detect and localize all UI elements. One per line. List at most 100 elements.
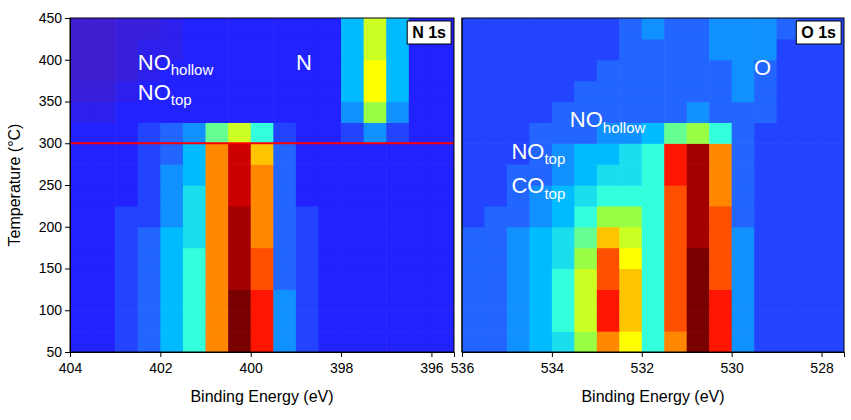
heat-cell: [206, 185, 229, 206]
heat-cell: [574, 331, 597, 352]
heat-cell: [341, 269, 364, 290]
heat-cell: [318, 60, 341, 81]
heat-cell: [732, 269, 755, 290]
heat-cell: [115, 248, 138, 269]
heat-cell: [160, 143, 183, 164]
heat-cell: [754, 143, 777, 164]
heat-cell: [206, 102, 229, 123]
heat-cell: [687, 18, 710, 39]
heat-cell: [799, 310, 822, 331]
heat-cell: [664, 227, 687, 248]
heat-cell: [296, 122, 319, 143]
heat-cell: [642, 206, 665, 227]
heat-cell: [642, 164, 665, 185]
heat-cell: [431, 185, 454, 206]
heat-cell: [273, 122, 296, 143]
heat-cell: [70, 102, 93, 123]
annotation-subscript: top: [171, 91, 192, 108]
heat-cell: [462, 269, 485, 290]
heat-cell: [462, 248, 485, 269]
heat-cell: [273, 269, 296, 290]
heat-cell: [529, 81, 552, 102]
panel: 536534532530528Binding Energy (eV)NOholl…: [451, 18, 845, 405]
heat-cell: [273, 289, 296, 310]
heat-cell: [296, 143, 319, 164]
heat-cell: [754, 164, 777, 185]
heat-cell: [777, 81, 800, 102]
heat-cell: [364, 143, 387, 164]
tick-mark: [65, 60, 70, 61]
annotation-subscript: hollow: [171, 61, 214, 78]
heat-cell: [619, 227, 642, 248]
heat-cell: [777, 185, 800, 206]
annotation: NOtop: [138, 80, 192, 108]
tick-label: 528: [810, 360, 834, 376]
heat-cell: [409, 122, 432, 143]
heat-cell: [93, 206, 116, 227]
heat-cell: [642, 39, 665, 60]
heat-cell: [754, 227, 777, 248]
heat-cell: [552, 269, 575, 290]
tick-label: 534: [541, 360, 565, 376]
heat-cell: [318, 248, 341, 269]
heat-cell: [296, 18, 319, 39]
heat-cell: [687, 185, 710, 206]
heat-cell: [228, 227, 251, 248]
heat-cell: [484, 289, 507, 310]
heat-cell: [529, 331, 552, 352]
heat-cell: [754, 269, 777, 290]
heat-cell: [273, 143, 296, 164]
heat-cell: [228, 248, 251, 269]
heat-cell: [574, 164, 597, 185]
heat-cell: [484, 269, 507, 290]
heat-cell: [754, 206, 777, 227]
title: O 1s: [801, 24, 836, 41]
heat-cell: [93, 143, 116, 164]
heat-cell: [574, 227, 597, 248]
heat-cell: [409, 331, 432, 352]
heat-cell: [70, 39, 93, 60]
heat-cell: [642, 185, 665, 206]
heat-cell: [574, 18, 597, 39]
heat-cell: [386, 185, 409, 206]
heat-cell: [160, 122, 183, 143]
heat-cell: [318, 289, 341, 310]
heat-cell: [754, 331, 777, 352]
heat-cell: [138, 164, 161, 185]
heat-cell: [160, 248, 183, 269]
heat-cell: [251, 310, 274, 331]
heat-cell: [318, 164, 341, 185]
heat-cell: [431, 143, 454, 164]
tick-mark: [65, 310, 70, 311]
heat-cell: [754, 122, 777, 143]
heat-cell: [386, 331, 409, 352]
heat-cell: [799, 102, 822, 123]
heat-cell: [777, 269, 800, 290]
plot-area: [462, 18, 844, 352]
tick-label: 398: [330, 360, 354, 376]
heat-cell: [732, 81, 755, 102]
heat-cell: [273, 60, 296, 81]
heat-cell: [574, 310, 597, 331]
heat-cell: [70, 185, 93, 206]
tick-mark: [65, 185, 70, 186]
heat-cell: [484, 18, 507, 39]
heat-cell: [364, 227, 387, 248]
heat-cell: [206, 331, 229, 352]
heat-cell: [687, 122, 710, 143]
heat-cell: [529, 289, 552, 310]
heat-cell: [799, 60, 822, 81]
heat-cell: [251, 143, 274, 164]
heat-cell: [709, 206, 732, 227]
panel-title: O 1s: [796, 21, 841, 44]
heat-cell: [709, 18, 732, 39]
tick-label: 350: [39, 93, 63, 109]
heat-cell: [70, 81, 93, 102]
tick-label: 536: [451, 360, 475, 376]
heat-cell: [228, 143, 251, 164]
heat-cell: [552, 60, 575, 81]
heat-cell: [664, 331, 687, 352]
heat-cell: [431, 248, 454, 269]
heat-cell: [642, 269, 665, 290]
tick-label: 402: [149, 360, 173, 376]
